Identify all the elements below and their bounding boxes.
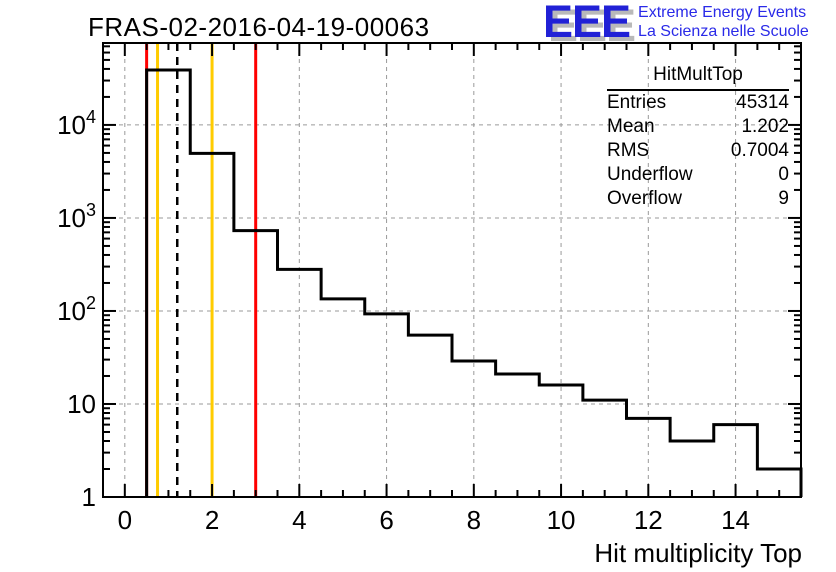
stats-value: 0.7004: [730, 140, 789, 161]
y-tick-label: 102: [57, 293, 96, 326]
stats-value: 9: [778, 188, 789, 209]
x-tick-label: 0: [118, 505, 132, 535]
y-tick-label: 1: [82, 482, 96, 512]
x-tick-label: 10: [547, 505, 576, 535]
x-tick-label: 6: [379, 505, 393, 535]
x-tick-label: 4: [292, 505, 306, 535]
y-tick-label: 104: [57, 107, 96, 140]
stats-row-overflow: Overflow 9: [607, 187, 789, 211]
stats-row-mean: Mean 1.202: [607, 115, 789, 139]
y-tick-label: 103: [57, 200, 96, 233]
stats-label: Entries: [607, 92, 667, 113]
stats-value: 1.202: [741, 116, 789, 137]
stats-label: RMS: [607, 140, 650, 161]
plot-title: FRAS-02-2016-04-19-00063: [88, 12, 430, 42]
histogram-line: [145, 68, 803, 497]
eee-logo-acronym: EEE: [543, 0, 631, 47]
eee-logo-line1: Extreme Energy Events: [638, 4, 807, 21]
stats-box: HitMultTop Entries 45314 Mean 1.202 RMS …: [607, 64, 789, 211]
x-tick-label: 14: [721, 505, 750, 535]
eee-logo: EEE Extreme Energy Events La Scienza nel…: [543, 0, 809, 47]
stats-title: HitMultTop: [607, 64, 789, 91]
x-axis-title: Hit multiplicity Top: [594, 538, 802, 568]
stats-row-rms: RMS 0.7004: [607, 139, 789, 163]
stats-value: 45314: [736, 92, 789, 113]
stats-row-underflow: Underflow 0: [607, 163, 789, 187]
y-tick-label: 10: [67, 389, 96, 419]
eee-logo-text: Extreme Energy Events La Scienza nelle S…: [638, 3, 809, 41]
stats-value: 0: [778, 164, 789, 185]
stats-label: Overflow: [607, 188, 682, 209]
x-tick-label: 8: [467, 505, 481, 535]
x-tick-label: 12: [634, 505, 663, 535]
stats-label: Mean: [607, 116, 655, 137]
stats-label: Underflow: [607, 164, 693, 185]
stats-row-entries: Entries 45314: [607, 91, 789, 115]
x-tick-label: 2: [205, 505, 219, 535]
eee-logo-line2: La Scienza nelle Scuole: [638, 23, 809, 40]
